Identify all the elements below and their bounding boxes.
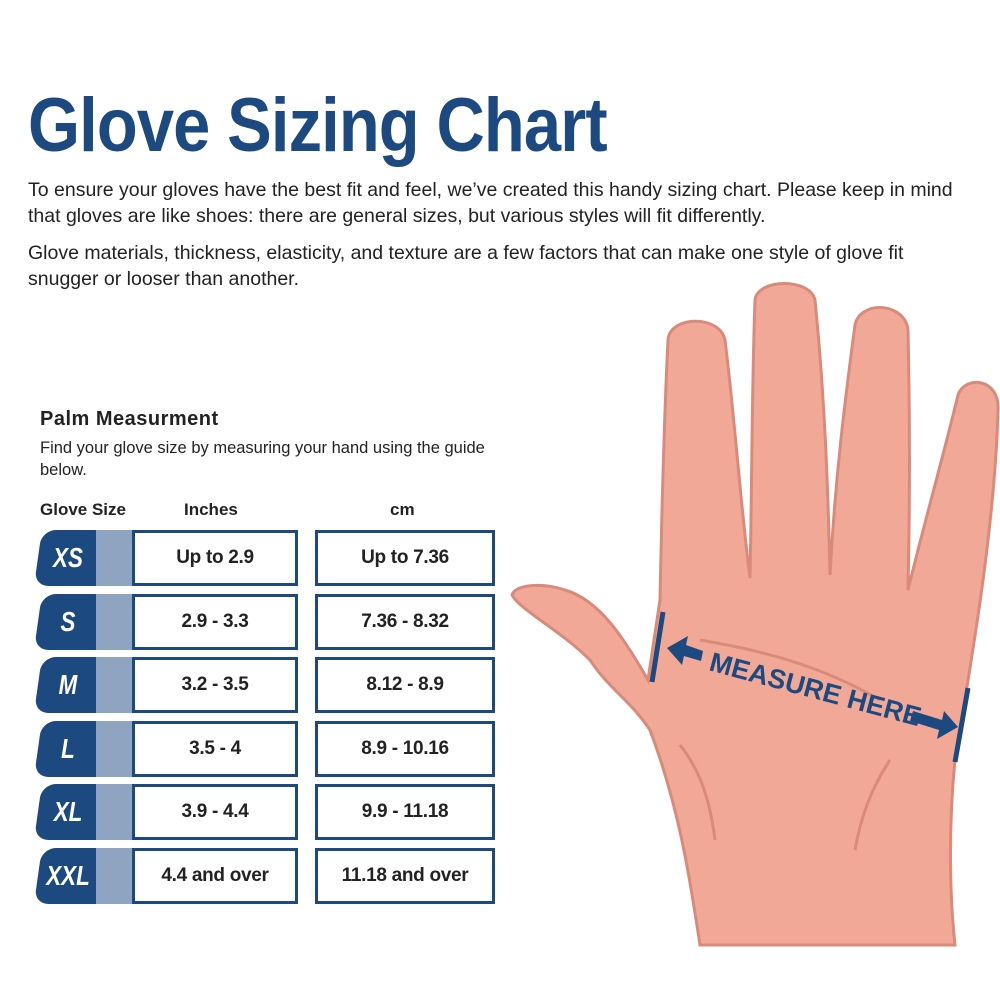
inches-cell: 3.2 - 3.5	[132, 657, 298, 713]
cm-cell: 8.9 - 10.16	[315, 720, 495, 777]
size-row: L 3.5 - 4 8.9 - 10.16	[34, 720, 504, 777]
size-tab-accent	[96, 720, 132, 777]
size-row: S 2.9 - 3.3 7.36 - 8.32	[34, 593, 504, 650]
header-glove-size: Glove Size	[40, 500, 126, 519]
measure-left-bar	[649, 611, 666, 683]
size-tab-accent	[96, 657, 132, 713]
palm-crease	[678, 744, 717, 841]
size-label: S	[60, 605, 76, 637]
intro-paragraph: To ensure your gloves have the best fit …	[28, 179, 953, 227]
size-row: M 3.2 - 3.5 8.12 - 8.9	[34, 657, 504, 713]
page-title: Glove Sizing Chart	[28, 83, 608, 168]
inches-cell: Up to 2.9	[132, 530, 298, 586]
size-row: XL 3.9 - 4.4 9.9 - 11.18	[34, 784, 504, 840]
size-row: XXL 4.4 and over 11.18 and over	[34, 847, 504, 904]
inches-cell: 4.4 and over	[132, 847, 298, 904]
cm-cell: 8.12 - 8.9	[315, 657, 495, 713]
arrow-right-icon	[910, 711, 958, 739]
inches-cell: 3.5 - 4	[132, 720, 298, 777]
measure-right-bar	[952, 687, 971, 763]
size-tab-accent	[96, 530, 132, 586]
size-label: M	[58, 669, 78, 700]
size-label: XXL	[46, 859, 90, 891]
size-label: XS	[53, 542, 83, 573]
inches-cell: 2.9 - 3.3	[132, 593, 298, 650]
cm-cell: 11.18 and over	[315, 847, 495, 904]
palm-crease	[699, 638, 881, 702]
size-label: XL	[53, 796, 83, 827]
size-label: L	[61, 732, 75, 764]
cm-cell: 7.36 - 8.32	[315, 593, 495, 650]
palm-title: Palm Measurment	[40, 408, 219, 430]
intro-paragraph: Glove materials, thickness, elasticity, …	[28, 242, 904, 290]
cm-cell: 9.9 - 11.18	[315, 784, 495, 840]
size-tab-accent	[96, 784, 132, 840]
inches-cell: 3.9 - 4.4	[132, 784, 298, 840]
arrow-left-icon	[667, 636, 703, 665]
cm-cell: Up to 7.36	[315, 530, 495, 586]
palm-crease	[853, 759, 892, 851]
header-cm: cm	[390, 500, 415, 519]
header-inches: Inches	[184, 500, 238, 519]
size-tab-accent	[96, 847, 132, 904]
hand-shape	[510, 282, 1000, 947]
size-tab-accent	[96, 593, 132, 650]
size-row: XS Up to 2.9 Up to 7.36	[34, 530, 504, 586]
palm-description: Find your glove size by measuring your h…	[40, 439, 485, 479]
